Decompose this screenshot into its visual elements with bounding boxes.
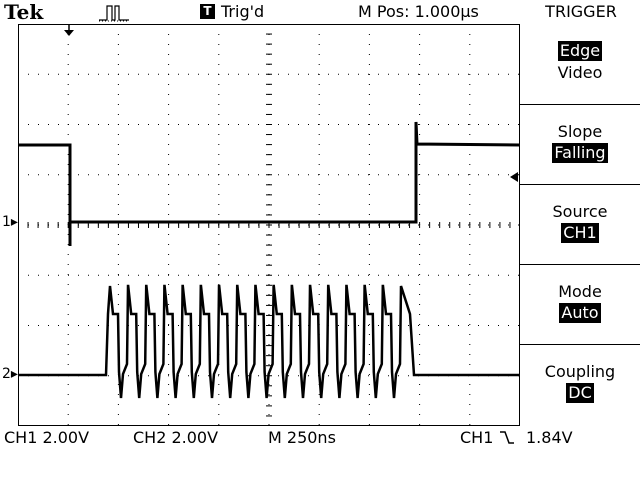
trigger-status: Trig'd: [221, 2, 265, 21]
brand-logo: Tek: [4, 0, 44, 24]
ch1-waveform: [18, 121, 520, 246]
source-value: CH1: [561, 223, 599, 243]
slope-label: Slope: [557, 122, 603, 141]
mode-label: Mode: [558, 282, 602, 301]
pulse-trigger-icon: [99, 5, 129, 22]
ch2-marker-label: 2: [2, 366, 11, 382]
slope-button[interactable]: Slope Falling: [520, 104, 640, 184]
ch2-trace: [18, 284, 520, 399]
source-button[interactable]: Source CH1: [520, 184, 640, 264]
ch2-ground-marker: 2▸: [2, 366, 18, 382]
coupling-button[interactable]: Coupling DC: [520, 344, 640, 424]
trigger-type-button[interactable]: Edge Video: [520, 24, 640, 104]
coupling-value: DC: [566, 383, 594, 403]
source-label: Source: [552, 202, 608, 221]
ch2-waveform: [18, 284, 520, 399]
menu-title: TRIGGER: [545, 2, 617, 21]
slope-value: Falling: [552, 143, 608, 163]
trigger-level-icon: [510, 172, 518, 182]
horizontal-position-readout: M Pos: 1.000µs: [358, 2, 479, 21]
mode-button[interactable]: Mode Auto: [520, 264, 640, 344]
coupling-label: Coupling: [544, 362, 616, 381]
trigger-source-readout: CH1: [460, 428, 494, 447]
graticule: [18, 24, 520, 426]
ch2-scale: CH2 2.00V: [133, 428, 219, 447]
trigger-badge: T: [200, 4, 215, 19]
falling-edge-icon: [500, 431, 514, 444]
ch1-scale: CH1 2.00V: [4, 428, 90, 447]
trigger-position-icon: [64, 24, 74, 36]
mode-value: Auto: [559, 303, 601, 323]
trigger-type-edge: Edge: [557, 41, 603, 61]
ch1-trace: [18, 121, 520, 246]
ch1-marker-label: 1: [2, 214, 11, 230]
trigger-type-video: Video: [557, 63, 603, 82]
ch2-marker-arrow: ▸: [10, 366, 18, 382]
waveform-display: [18, 24, 520, 426]
trigger-level-readout: 1.84V: [526, 428, 573, 447]
timebase-readout: M 250ns: [268, 428, 336, 447]
ch1-ground-marker: 1▸: [2, 214, 18, 230]
trigger-menu: Edge Video Slope Falling Source CH1 Mode…: [520, 24, 640, 426]
ch1-marker-arrow: ▸: [10, 214, 18, 230]
